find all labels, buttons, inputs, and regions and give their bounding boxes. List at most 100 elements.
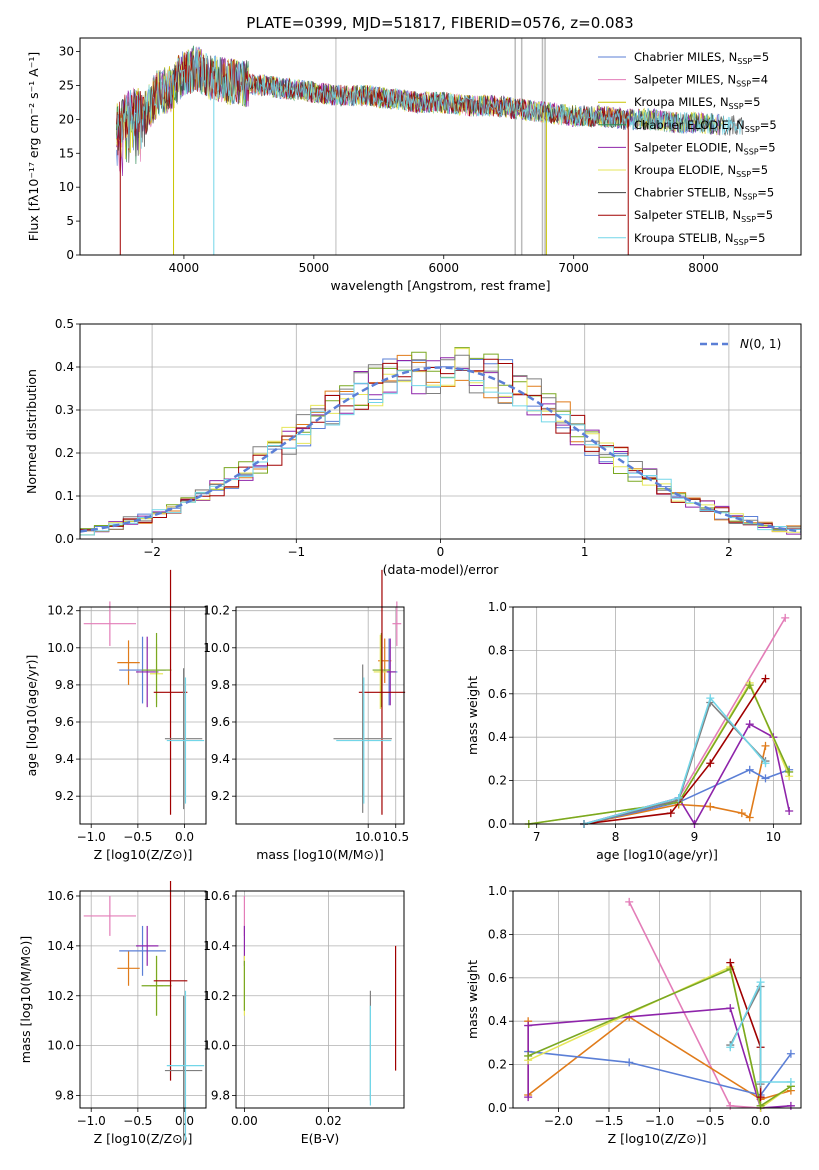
x-tick-label: 9 <box>691 830 699 844</box>
y-tick-label: 10.2 <box>203 604 230 618</box>
y-tick-label: 25 <box>59 78 74 92</box>
y-axis-label: Flux [fλ10⁻¹⁷ erg cm⁻² s⁻¹ A⁻¹] <box>26 52 41 241</box>
plot-frame <box>512 606 802 825</box>
x-axis-label: age [log10(age/yr)] <box>596 847 718 862</box>
weight-point-marker <box>756 978 765 987</box>
gaussian-reference-line <box>80 366 801 533</box>
weight-point-marker <box>726 958 735 967</box>
y-tick-label: 9.2 <box>211 789 230 803</box>
x-tick-label: 10 <box>766 830 781 844</box>
y-tick-label: 0.4 <box>55 360 74 374</box>
weight-series-line <box>527 967 792 1108</box>
y-tick-label: 0.3 <box>55 403 74 417</box>
y-tick-label: 0.8 <box>488 643 507 657</box>
weight-point-marker <box>756 1093 765 1102</box>
y-tick-label: 9.8 <box>55 1089 74 1103</box>
legend-label: Chabrier MILES, NSSP=5 <box>634 50 769 66</box>
legend-subscript: SSP <box>742 193 757 202</box>
weight-point-marker <box>524 1093 533 1102</box>
x-tick-label: 6000 <box>428 261 459 275</box>
y-tick-label: 0.1 <box>55 489 74 503</box>
legend-label: Kroupa STELIB, NSSP=5 <box>634 231 765 247</box>
x-axis-label: Z [log10(Z/Z⊙)] <box>608 1131 707 1146</box>
weight-point-marker <box>706 694 715 703</box>
x-tick-label: 7000 <box>558 261 589 275</box>
legend-count: =5 <box>760 118 777 132</box>
plot-frame <box>79 606 207 825</box>
y-tick-label: 1.0 <box>488 884 507 898</box>
weight-point-marker <box>726 1101 735 1110</box>
y-tick-label: 10.4 <box>47 939 74 953</box>
legend-count: =5 <box>752 50 769 64</box>
y-tick-label: 20 <box>59 112 74 126</box>
legend-count: =5 <box>759 140 776 154</box>
legend-label: Chabrier ELODIE, NSSP=5 <box>634 118 777 134</box>
x-tick-label: −0.5 <box>695 1114 724 1128</box>
y-tick-label: 9.4 <box>211 752 230 766</box>
x-tick-label: 0.0 <box>175 830 194 844</box>
legend-subscript: SSP <box>744 147 759 156</box>
plot-frame <box>79 37 802 256</box>
x-axis-label: (data-model)/error <box>383 562 500 577</box>
legend-count: =5 <box>751 163 768 177</box>
y-tick-label: 0.4 <box>488 1014 507 1028</box>
panel-residuals: −2 −1 0 1 2 0.0 0.1 0.2 0.3 0.4 0.5 (data-model)/er… <box>24 317 802 577</box>
weight-series-line <box>528 683 790 825</box>
y-axis-label: mass [log10(M/M⊙)] <box>18 936 33 1064</box>
y-tick-label: 15 <box>59 146 74 160</box>
weight-point-marker <box>524 1051 533 1060</box>
legend-count: =5 <box>744 95 761 109</box>
plot-frame <box>235 606 405 825</box>
y-tick-label: 10.2 <box>203 989 230 1003</box>
y-tick-label: 10.0 <box>47 641 74 655</box>
plot-frame <box>235 890 405 1109</box>
x-tick-label: 0.02 <box>315 1114 342 1128</box>
y-tick-label: 0.2 <box>488 1058 507 1072</box>
weight-series-line <box>729 981 791 1083</box>
panel-weight-vs-z: −2.0 −1.5 −1.0 −0.5 0.0 0.0 0.2 0.4 0.6 0.8 1.0 Z [… <box>465 884 802 1146</box>
y-tick-label: 10.0 <box>203 1039 230 1053</box>
weight-point-marker <box>745 813 754 822</box>
weight-point-marker <box>625 897 634 906</box>
x-tick-label: 8 <box>612 830 620 844</box>
legend-subscript: SSP <box>741 215 756 224</box>
y-tick-label: 5 <box>66 214 74 228</box>
y-tick-label: 9.2 <box>55 789 74 803</box>
x-tick-label: −1 <box>287 545 305 559</box>
y-tick-label: 9.8 <box>211 1089 230 1103</box>
x-tick-label: −0.5 <box>123 830 152 844</box>
weight-point-marker <box>761 674 770 683</box>
panel-mass-vs-z: −1.0 −0.5 0.0 9.8 10.0 10.2 10.4 10.6 Z [log10(Z… <box>18 881 207 1146</box>
legend-label: N(0, 1) <box>740 337 781 351</box>
plot-frame <box>79 890 207 1109</box>
legend-label: Salpeter ELODIE, NSSP=5 <box>634 140 776 156</box>
weight-point-marker <box>674 793 683 802</box>
x-axis-label: Z [log10(Z/Z⊙)] <box>94 1131 193 1146</box>
x-tick-label: −0.5 <box>123 1114 152 1128</box>
weight-point-marker <box>786 1049 795 1058</box>
panel-age-vs-z: −1.0 −0.5 0.0 9.2 9.4 9.6 9.8 10.0 10.2 Z [log10(… <box>24 569 207 862</box>
y-axis-label: age [log10(age/yr)] <box>24 655 39 777</box>
legend-label: Salpeter MILES, NSSP=4 <box>634 73 768 89</box>
y-tick-label: 9.6 <box>211 715 230 729</box>
y-tick-label: 0 <box>66 248 74 262</box>
legend-subscript: SSP <box>734 238 749 247</box>
x-tick-label: −1.0 <box>77 830 106 844</box>
panel-weight-vs-age: 7 8 9 10 0.0 0.2 0.4 0.6 0.8 1.0 age [log10(age/yr… <box>465 600 802 862</box>
weight-point-marker <box>524 1021 533 1030</box>
y-tick-label: 0.8 <box>488 927 507 941</box>
histograms <box>80 347 801 536</box>
y-tick-label: 10.2 <box>47 604 74 618</box>
y-tick-label: 10.6 <box>47 889 74 903</box>
y-tick-label: 10.4 <box>203 939 230 953</box>
x-tick-label: 4000 <box>169 261 200 275</box>
weight-series-line <box>583 678 767 825</box>
weight-point-marker <box>786 1077 795 1086</box>
x-tick-label: 8000 <box>688 261 719 275</box>
y-tick-label: 30 <box>59 45 74 59</box>
legend-subscript: SSP <box>736 170 751 179</box>
weight-series-line <box>583 745 767 825</box>
histogram-step <box>80 369 801 536</box>
x-tick-label: 7 <box>533 830 541 844</box>
